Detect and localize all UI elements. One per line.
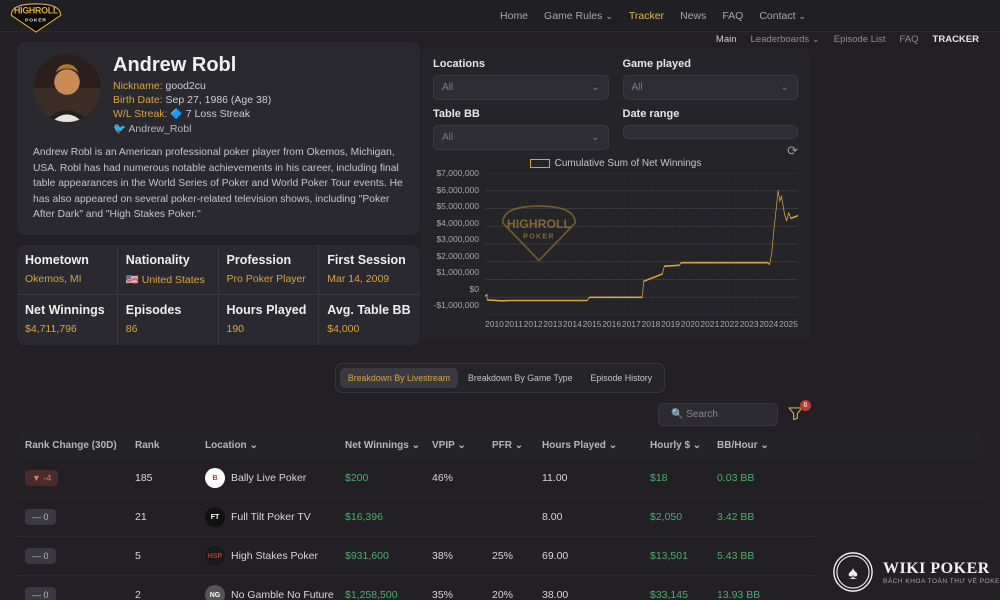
svg-text:POKER: POKER — [25, 18, 47, 24]
svg-text:♠: ♠ — [848, 562, 858, 583]
svg-text:POKER: POKER — [523, 232, 555, 240]
svg-text:HIGHROLL: HIGHROLL — [507, 217, 572, 231]
svg-text:HIGHROLL: HIGHROLL — [14, 6, 59, 16]
